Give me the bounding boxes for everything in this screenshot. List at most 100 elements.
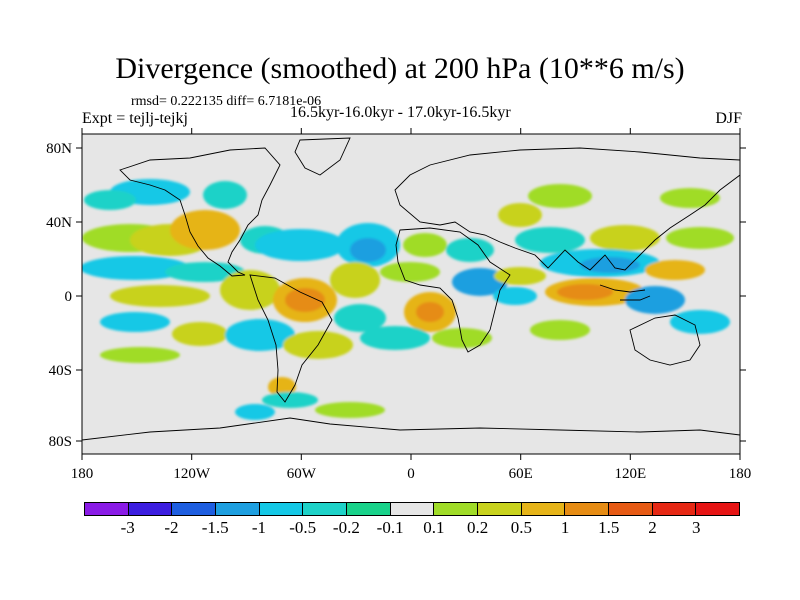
field-patch xyxy=(452,268,508,296)
coastline-maritime xyxy=(599,284,651,301)
colorbar-swatch xyxy=(521,503,566,515)
colorbar-swatch xyxy=(565,503,610,515)
plot-title: Divergence (smoothed) at 200 hPa (10**6 … xyxy=(115,52,685,85)
lat-label-80s: 80S xyxy=(49,434,72,450)
lon-label-60e: 60E xyxy=(509,466,533,482)
colorbar-label: -1.5 xyxy=(201,518,229,537)
period-label: 16.5kyr-16.0kyr - 17.0kyr-16.5kyr xyxy=(290,104,511,121)
field-patch xyxy=(360,326,430,350)
colorbar-swatch xyxy=(347,503,391,515)
coastlines xyxy=(82,137,740,441)
lon-label-60w: 60W xyxy=(287,466,317,482)
field-patch xyxy=(100,347,180,363)
colorbar-labels: -3 -2 -1.5 -1 -0.5 -0.2 -0.1 0.1 0.2 0.5 1 1.5 2 3 xyxy=(84,516,740,540)
lat-label-equator: 0 xyxy=(65,289,73,305)
field-patch xyxy=(493,287,537,305)
colorbar-swatch xyxy=(652,503,697,515)
field-patch xyxy=(530,320,590,340)
lat-axis xyxy=(76,147,746,442)
colorbar-label: -2 xyxy=(164,518,179,537)
field-patch xyxy=(416,302,444,322)
colorbar-swatch xyxy=(216,503,260,515)
field-patch xyxy=(285,288,325,312)
field-patch xyxy=(255,229,345,261)
field-patch xyxy=(557,284,613,300)
experiment-label: Expt = tejlj-tejkj xyxy=(82,110,188,127)
colorbar-swatch xyxy=(390,503,435,515)
lon-label-180e: 180 xyxy=(729,466,752,482)
field-patch xyxy=(262,392,318,408)
lat-label-80n: 80N xyxy=(46,141,72,157)
field-patch xyxy=(82,256,190,280)
field-patch xyxy=(330,262,380,298)
colorbar-swatch xyxy=(303,503,348,515)
divergence-field xyxy=(82,179,734,420)
coastline-africa xyxy=(395,227,511,353)
field-patch xyxy=(235,404,275,420)
field-patch xyxy=(225,319,295,351)
colorbar-swatch xyxy=(696,503,740,515)
field-patch xyxy=(315,402,385,418)
lon-label-120e: 120E xyxy=(614,466,646,482)
lon-label-180w: 180 xyxy=(71,466,94,482)
field-patch xyxy=(580,257,640,273)
field-patch xyxy=(515,227,585,253)
lat-label-40n: 40N xyxy=(46,215,72,231)
field-patch xyxy=(334,304,386,332)
lon-label-120w: 120W xyxy=(173,466,211,482)
coastline-antarctica xyxy=(82,417,740,441)
colorbar-label: 0.2 xyxy=(466,518,489,537)
field-patch xyxy=(100,312,170,332)
field-patch xyxy=(165,262,245,282)
season-label: DJF xyxy=(715,110,742,127)
field-patch xyxy=(220,270,280,310)
field-patch xyxy=(203,181,247,209)
field-patch xyxy=(350,238,386,262)
colorbar-swatch xyxy=(172,503,217,515)
field-patch xyxy=(494,267,546,285)
colorbar-label: 3 xyxy=(692,518,701,537)
field-patch xyxy=(172,322,228,346)
colorbar-swatch xyxy=(478,503,522,515)
coastline-australia xyxy=(629,314,701,366)
field-patch xyxy=(625,286,685,314)
field-patch xyxy=(590,225,660,251)
colorbar-swatch xyxy=(259,503,304,515)
colorbar-label: -0.1 xyxy=(376,518,404,537)
coastline-north-america xyxy=(119,147,281,277)
colorbar-label: 0.1 xyxy=(423,518,445,537)
colorbar-label: 2 xyxy=(648,518,657,537)
colorbar-label: 1.5 xyxy=(598,518,620,537)
field-patch xyxy=(268,377,296,397)
coastline-europe-asia xyxy=(394,147,740,271)
field-patch xyxy=(110,285,210,307)
field-patch xyxy=(528,184,592,208)
colorbar-swatch xyxy=(85,503,129,515)
field-patch xyxy=(403,233,447,257)
lon-label-0: 0 xyxy=(407,466,415,482)
lat-label-40s: 40S xyxy=(49,363,72,379)
colorbar-label: -0.2 xyxy=(332,518,360,537)
field-patch xyxy=(84,190,136,210)
field-patch xyxy=(660,188,720,208)
colorbar-label: 0.5 xyxy=(510,518,532,537)
colorbar-swatch xyxy=(128,503,173,515)
colorbar-label: -3 xyxy=(120,518,135,537)
coastline-greenland xyxy=(294,137,351,176)
field-patch xyxy=(170,210,240,250)
colorbar-label: 1 xyxy=(560,518,570,537)
colorbar-label: -1 xyxy=(251,518,267,537)
lon-axis xyxy=(81,128,741,460)
field-patch xyxy=(670,310,730,334)
colorbar-swatch xyxy=(609,503,653,515)
field-patch xyxy=(498,203,542,227)
field-patch xyxy=(645,260,705,280)
stats-text: rmsd= 0.222135 diff= 6.7181e-06 xyxy=(131,94,322,109)
colorbar-label: -0.5 xyxy=(289,518,317,537)
field-patch xyxy=(666,227,734,249)
coastline-south-america xyxy=(249,274,333,403)
colorbar xyxy=(84,502,740,516)
colorbar-swatch xyxy=(434,503,479,515)
field-patch xyxy=(380,262,440,282)
